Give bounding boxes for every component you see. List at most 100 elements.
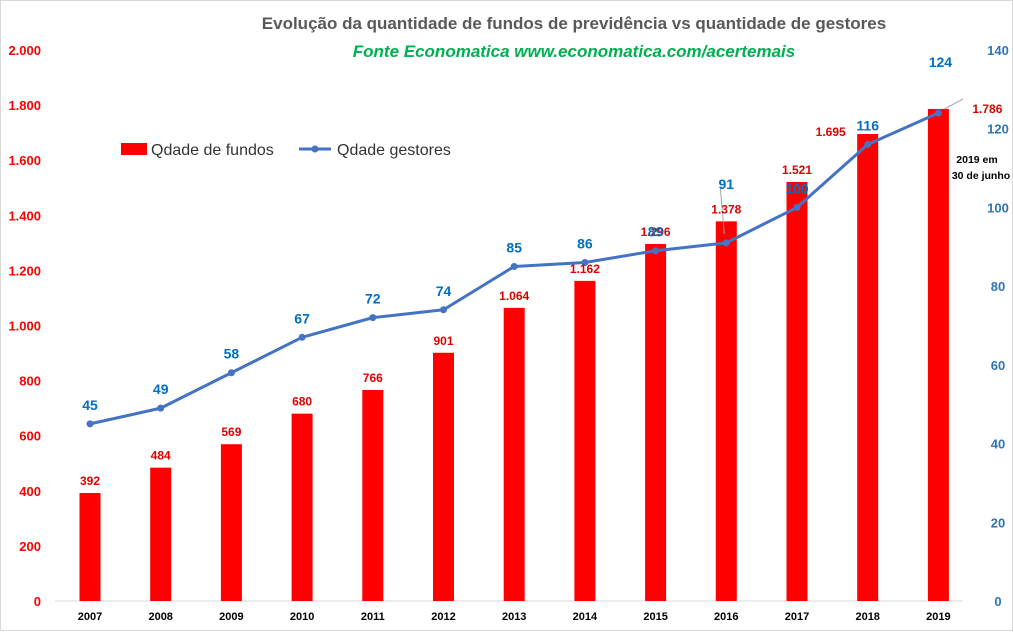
x-axis-tick-label: 2016 [714,611,738,623]
bar-data-label: 1.064 [499,289,529,303]
left-axis-tick-label: 800 [19,374,41,389]
line-point [581,259,589,267]
right-axis-tick-label: 140 [987,43,1009,58]
x-axis-tick-label: 2011 [361,611,385,623]
x-axis-tick-label: 2009 [219,611,243,623]
right-axis-tick-label: 100 [987,200,1009,215]
bar [786,181,808,602]
bar-data-label: 392 [80,474,100,488]
legend-line-marker [311,145,319,153]
bar [220,444,242,601]
x-axis-tick-label: 2008 [148,611,172,623]
line-point [793,203,801,211]
line-data-label: 100 [785,180,809,196]
line-point [157,404,165,412]
left-axis-tick-label: 1.800 [8,98,41,113]
line-point [298,333,306,341]
bar [574,280,596,601]
annotation-line-2: 30 de junho [952,170,1010,182]
bar-data-label: 766 [363,371,383,385]
bar-data-label: 1.521 [782,163,812,177]
bar-series [79,108,949,602]
line-point [652,247,660,255]
bar-data-label: 484 [151,449,171,463]
bar-data-labels: 392 484 569 680 766 901 1.064 1.162 1.296 1.378 1.… [80,102,1003,488]
line-point [369,314,377,322]
bar [291,413,313,601]
left-axis-tick-label: 200 [19,539,41,554]
line-data-label: 72 [365,291,381,307]
bar-data-label: 1.695 [816,125,846,139]
chart-subtitle: Fonte Economatica www.economatica.com/ac… [353,42,795,61]
bar [715,221,737,601]
line-point [227,369,235,377]
legend-bar-swatch [121,143,147,155]
bar [362,389,384,601]
left-axis-tick-label: 1.000 [8,319,41,334]
left-axis-tick-label: 600 [19,429,41,444]
line-data-label: 74 [436,283,452,299]
bar [150,467,172,601]
bar [503,307,525,601]
line-point [86,420,94,428]
line-data-labels: 45 49 58 67 72 74 85 86 89 91 100 116 124 [82,54,952,413]
bar-data-label: 901 [433,334,453,348]
bar [857,134,879,601]
bar-data-label: 1.162 [570,262,600,276]
bar [433,352,454,601]
left-axis: 0 200 400 600 800 1.000 1.200 1.400 1.600 1.800 2.… [8,43,41,609]
x-axis-tick-label: 2012 [431,611,455,623]
bar-data-label: 1.378 [711,202,741,216]
right-axis-tick-label: 0 [994,594,1001,609]
x-axis-tick-label: 2010 [290,611,314,623]
line-data-label: 91 [719,176,735,192]
left-axis-tick-label: 1.400 [8,208,41,223]
bar-data-label: 680 [292,395,312,409]
annotation-line-1: 2019 em [956,154,997,166]
left-axis-tick-label: 400 [19,484,41,499]
right-axis: 0 20 40 60 80 100 120 140 [987,43,1009,609]
bar [645,243,667,601]
line-point [510,262,518,270]
line-data-label: 45 [82,397,98,413]
left-axis-tick-label: 0 [34,594,41,609]
right-axis-tick-label: 80 [991,279,1005,294]
x-axis-tick-label: 2007 [78,611,102,623]
bar-data-label: 1.296 [641,225,671,239]
line-data-label: 116 [856,117,879,133]
bar-data-label: 569 [221,425,241,439]
x-axis-tick-label: 2018 [855,611,879,623]
line-data-label: 86 [577,236,593,252]
line-data-label: 67 [294,310,310,326]
left-axis-tick-label: 2.000 [8,43,41,58]
line-data-label: 124 [929,54,953,70]
x-axis-tick-label: 2017 [785,611,809,623]
legend-bar-label: Qdade de fundos [151,142,274,159]
legend-line-label: Qdade gestores [337,142,451,159]
chart-title: Evolução da quantidade de fundos de prev… [262,14,886,33]
line-point [934,109,942,117]
x-axis-tick-label: 2013 [502,611,526,623]
line-data-label: 58 [224,346,240,362]
bar-data-label: 1.786 [972,102,1002,116]
bar [927,108,949,601]
right-axis-tick-label: 120 [987,122,1009,137]
leader-line [944,98,964,110]
left-axis-tick-label: 1.600 [8,153,41,168]
line-point [722,239,730,247]
legend: Qdade de fundos Qdade gestores [121,142,451,159]
x-axis-tick-label: 2015 [643,611,667,623]
right-axis-tick-label: 40 [991,437,1005,452]
right-axis-tick-label: 60 [991,358,1005,373]
x-axis-tick-label: 2019 [926,611,950,623]
x-axis-ticks: 2007 2008 2009 2010 2011 2012 2013 2014 2015 2016… [78,611,951,623]
line-data-label: 49 [153,381,169,397]
right-axis-tick-label: 20 [991,515,1005,530]
bar [79,493,101,601]
left-axis-tick-label: 1.200 [8,263,41,278]
x-axis-tick-label: 2014 [573,611,598,623]
line-series [86,98,964,428]
leader-line [719,187,725,235]
